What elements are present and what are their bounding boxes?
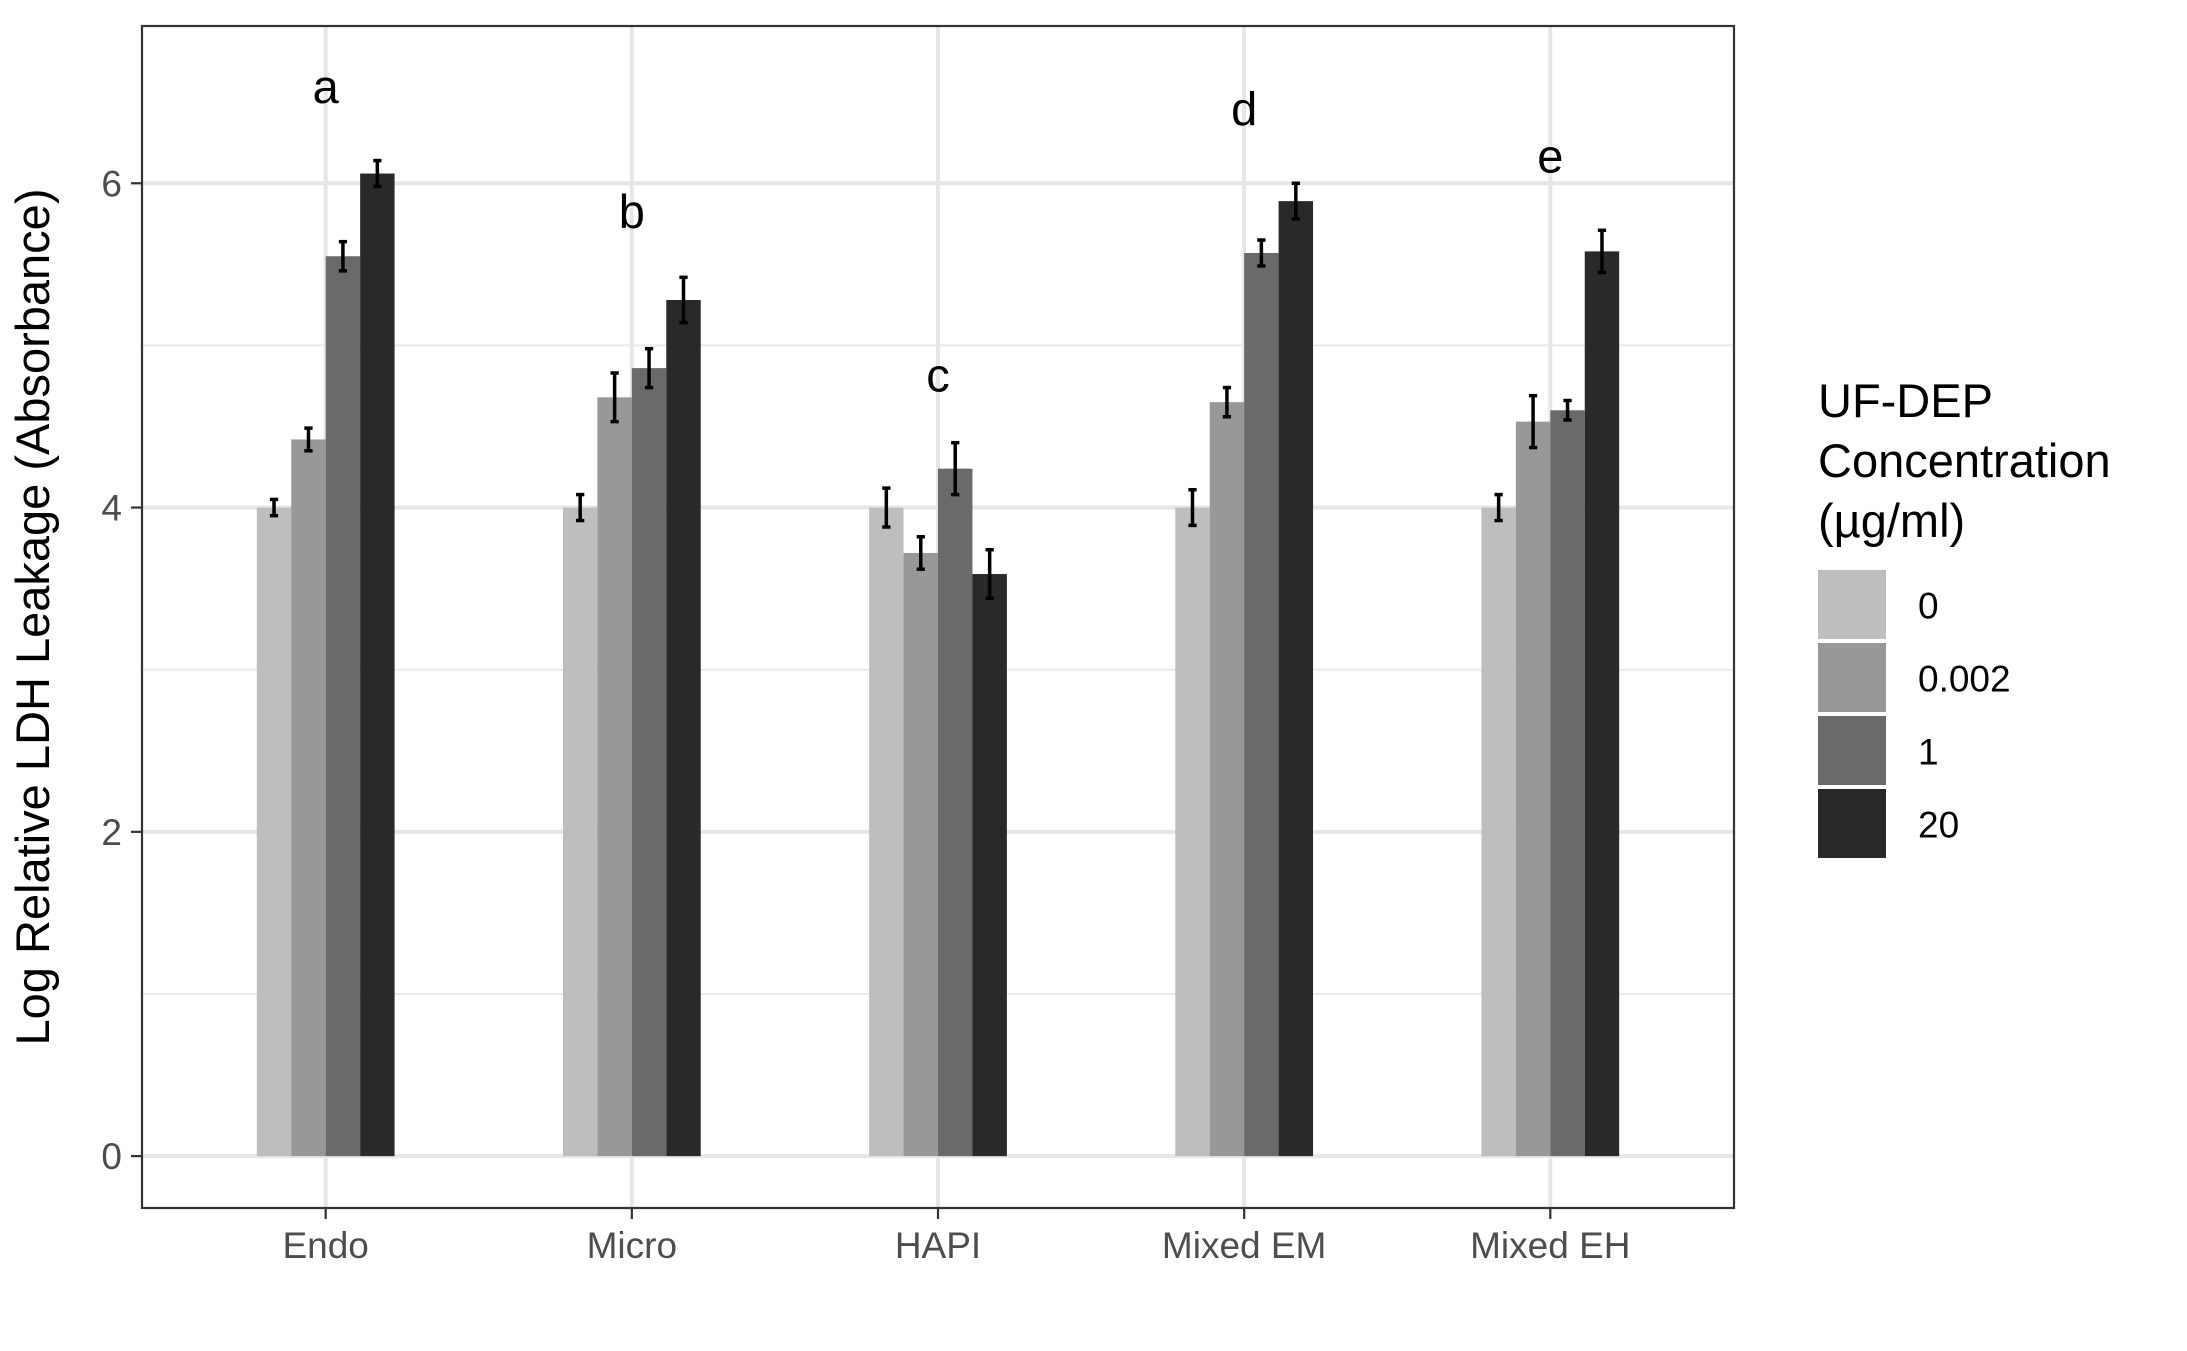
bar <box>1515 421 1551 1157</box>
bar <box>1584 251 1620 1157</box>
error-bars <box>269 158 1607 601</box>
x-tick-label: Mixed EH <box>1470 1225 1630 1266</box>
bar <box>631 368 667 1157</box>
error-bar <box>1222 385 1232 419</box>
error-bar <box>373 158 382 189</box>
error-bar <box>1528 393 1538 450</box>
legend-key <box>1818 570 1886 639</box>
y-tick-label: 4 <box>101 488 122 529</box>
error-bar <box>338 239 348 273</box>
significance-letter: e <box>1537 130 1563 183</box>
legend-title: Concentration <box>1818 434 2111 487</box>
x-tick-label: HAPI <box>895 1225 981 1266</box>
error-bar <box>610 371 619 424</box>
legend-key <box>1818 716 1886 785</box>
error-bar <box>1494 492 1503 523</box>
bar <box>256 507 292 1157</box>
significance-letter: b <box>619 185 645 238</box>
bar <box>903 552 938 1157</box>
bar <box>1481 507 1516 1157</box>
error-bar <box>1257 238 1266 268</box>
significance-letter: c <box>926 349 950 402</box>
error-bar <box>576 492 585 523</box>
bar <box>562 507 598 1157</box>
bar <box>972 574 1007 1157</box>
bar <box>869 507 904 1157</box>
legend: UF-DEP Concentration (µg/ml) 0 0.002 1 20 <box>1818 374 2111 858</box>
x-axis: Endo Micro HAPI Mixed EM Mixed EH <box>282 1208 1631 1266</box>
bar <box>325 256 361 1157</box>
legend-label: 0 <box>1918 586 1939 627</box>
error-bar <box>882 486 891 529</box>
error-bar <box>916 534 925 571</box>
bar <box>1550 410 1585 1157</box>
error-bar <box>985 547 994 601</box>
bar <box>1278 201 1314 1157</box>
y-tick-label: 0 <box>101 1136 122 1177</box>
legend-title: UF-DEP <box>1818 374 1993 427</box>
error-bar <box>644 346 654 390</box>
error-bar <box>1597 228 1607 275</box>
bar <box>938 468 973 1157</box>
bar <box>1175 507 1210 1157</box>
bar <box>597 397 632 1157</box>
error-bar <box>1188 487 1197 528</box>
legend-label: 1 <box>1918 732 1939 773</box>
error-bar <box>951 440 960 497</box>
x-tick-label: Micro <box>587 1225 677 1266</box>
y-axis-title: Log Relative LDH Leakage (Absorbance) <box>6 189 59 1046</box>
error-bar <box>304 426 313 453</box>
bars <box>256 173 1620 1157</box>
x-tick-label: Mixed EM <box>1162 1225 1326 1266</box>
bar <box>666 300 701 1157</box>
error-bar <box>269 497 279 518</box>
bar <box>1244 252 1279 1157</box>
annotations: a b c d e <box>313 60 1564 402</box>
error-bar <box>1291 181 1300 221</box>
y-tick-label: 2 <box>101 812 122 853</box>
legend-title: (µg/ml) <box>1818 494 1965 547</box>
legend-key <box>1818 789 1886 858</box>
legend-label: 20 <box>1918 805 1959 846</box>
bar <box>360 173 395 1157</box>
y-axis: 0 2 4 6 <box>101 163 142 1177</box>
error-bar <box>679 275 688 325</box>
significance-letter: a <box>313 60 340 113</box>
bar <box>291 439 326 1157</box>
legend-label: 0.002 <box>1918 659 2011 700</box>
legend-key <box>1818 643 1886 712</box>
y-tick-label: 6 <box>101 163 122 204</box>
error-bar <box>1563 398 1572 422</box>
bar <box>1209 402 1245 1157</box>
x-tick-label: Endo <box>282 1225 368 1266</box>
significance-letter: d <box>1231 83 1257 136</box>
